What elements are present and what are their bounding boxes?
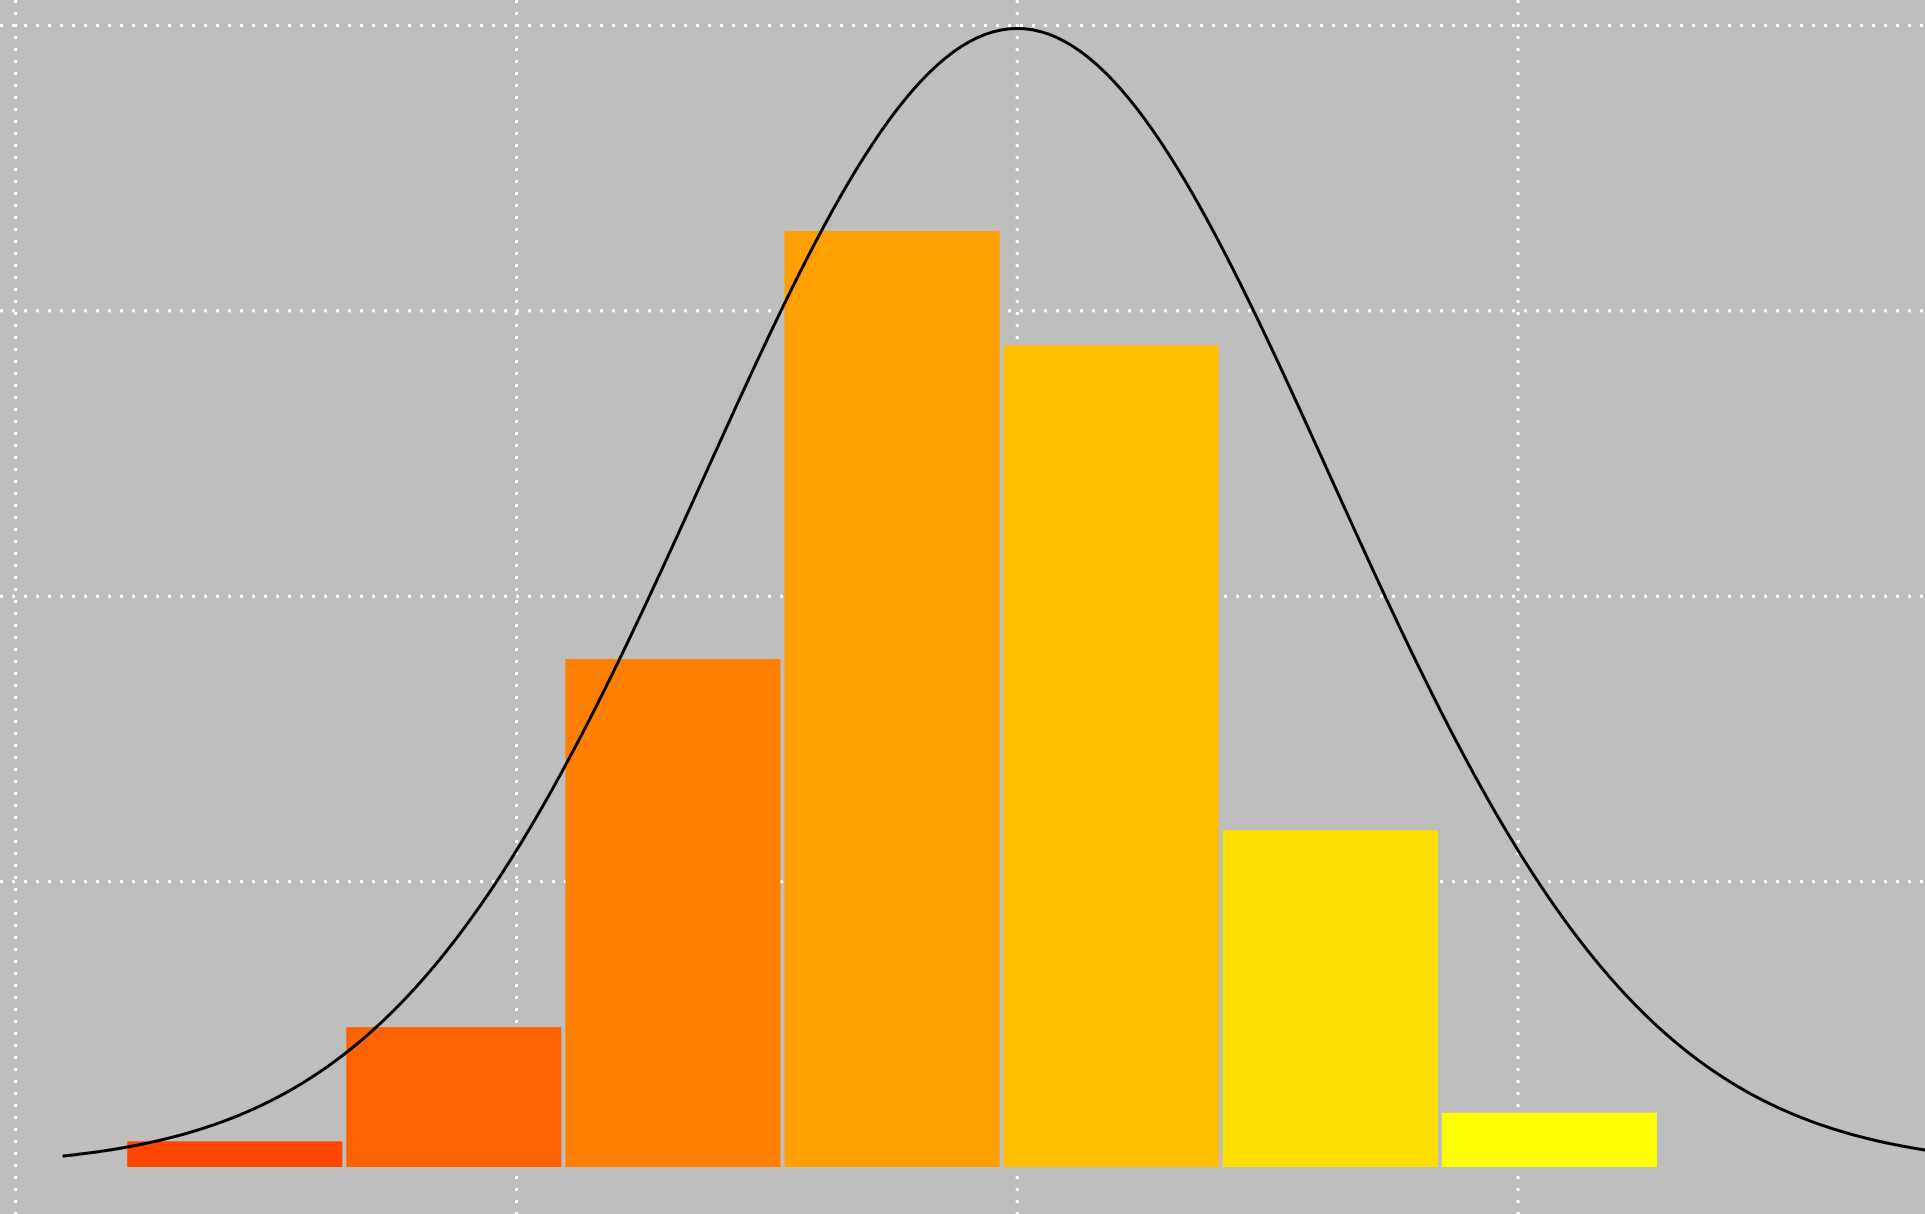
bars: [127, 230, 1657, 1168]
histogram-bar: [1441, 1112, 1657, 1167]
histogram-bar: [1003, 345, 1219, 1167]
histogram-bar: [127, 1141, 343, 1167]
density-curve-group: [62, 26, 1925, 1158]
histogram-bar: [784, 230, 1000, 1168]
histogram-bar: [565, 659, 781, 1167]
histogram-bar: [346, 1027, 562, 1167]
histogram-bar: [1222, 830, 1438, 1167]
density-curve: [62, 26, 1925, 1158]
